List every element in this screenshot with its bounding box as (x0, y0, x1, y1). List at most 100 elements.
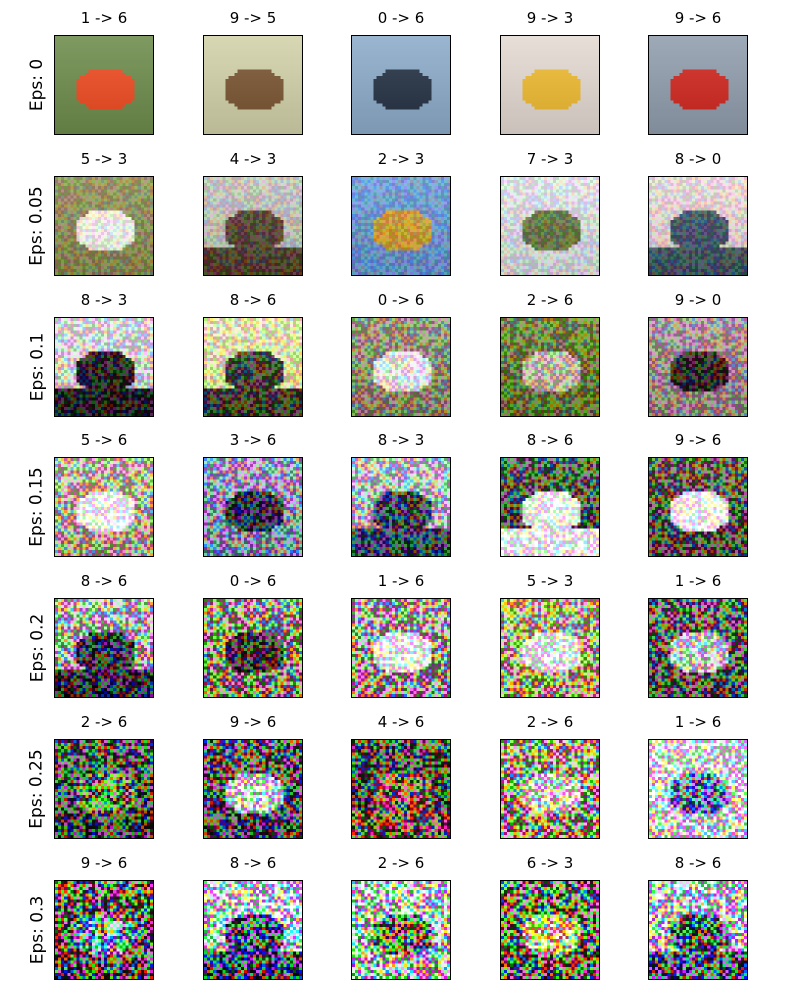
row-label-text: Eps: 0.3 (27, 895, 47, 965)
perturbed-image (500, 35, 600, 135)
image-cell: 0 -> 6 (203, 572, 303, 698)
image-cell: 2 -> 6 (500, 713, 600, 839)
prediction-title: 2 -> 6 (526, 291, 574, 309)
image-pixels (55, 740, 153, 838)
image-pixels (204, 177, 302, 275)
image-cell: 8 -> 6 (203, 291, 303, 417)
perturbed-image (500, 457, 600, 557)
image-cell: 8 -> 6 (54, 572, 154, 698)
prediction-title: 2 -> 6 (80, 713, 128, 731)
image-cell: 1 -> 6 (351, 572, 451, 698)
perturbed-image (203, 457, 303, 557)
row-label: Eps: 0 (17, 35, 57, 135)
perturbed-image (351, 880, 451, 980)
prediction-title: 8 -> 3 (377, 431, 425, 449)
prediction-title: 7 -> 3 (526, 150, 574, 168)
prediction-title: 8 -> 3 (80, 291, 128, 309)
image-cell: 8 -> 3 (351, 431, 451, 557)
prediction-title: 9 -> 0 (674, 291, 722, 309)
prediction-title: 5 -> 3 (80, 150, 128, 168)
row-label-text: Eps: 0.1 (27, 332, 47, 402)
image-pixels (501, 36, 599, 134)
image-cell: 8 -> 6 (500, 431, 600, 557)
image-pixels (55, 458, 153, 556)
prediction-title: 9 -> 3 (526, 9, 574, 27)
image-cell: 9 -> 5 (203, 9, 303, 135)
row-label-text: Eps: 0 (27, 58, 47, 112)
prediction-title: 9 -> 6 (674, 9, 722, 27)
image-cell: 5 -> 6 (54, 431, 154, 557)
image-cell: 1 -> 6 (648, 572, 748, 698)
perturbed-image (54, 176, 154, 276)
image-cell: 9 -> 6 (203, 713, 303, 839)
prediction-title: 1 -> 6 (674, 572, 722, 590)
image-cell: 9 -> 6 (648, 431, 748, 557)
prediction-title: 2 -> 3 (377, 150, 425, 168)
image-cell: 0 -> 6 (351, 291, 451, 417)
perturbed-image (351, 317, 451, 417)
image-cell: 8 -> 0 (648, 150, 748, 276)
image-cell: 0 -> 6 (351, 9, 451, 135)
image-cell: 5 -> 3 (500, 572, 600, 698)
image-pixels (204, 318, 302, 416)
image-pixels (501, 599, 599, 697)
image-pixels (501, 318, 599, 416)
prediction-title: 1 -> 6 (80, 9, 128, 27)
perturbed-image (203, 176, 303, 276)
image-cell: 4 -> 6 (351, 713, 451, 839)
perturbed-image (500, 739, 600, 839)
image-pixels (55, 36, 153, 134)
perturbed-image (203, 317, 303, 417)
prediction-title: 0 -> 6 (377, 291, 425, 309)
image-cell: 1 -> 6 (648, 713, 748, 839)
image-cell: 2 -> 3 (351, 150, 451, 276)
perturbed-image (648, 598, 748, 698)
image-pixels (204, 599, 302, 697)
perturbed-image (648, 457, 748, 557)
image-cell: 9 -> 6 (648, 9, 748, 135)
image-cell: 9 -> 6 (54, 854, 154, 980)
prediction-title: 2 -> 6 (377, 854, 425, 872)
image-pixels (352, 740, 450, 838)
prediction-title: 3 -> 6 (229, 431, 277, 449)
row-label-text: Eps: 0.15 (27, 467, 47, 547)
perturbed-image (203, 739, 303, 839)
image-pixels (204, 881, 302, 979)
image-cell: 2 -> 6 (54, 713, 154, 839)
row-label: Eps: 0.25 (17, 739, 57, 839)
perturbed-image (54, 35, 154, 135)
prediction-title: 8 -> 6 (229, 854, 277, 872)
prediction-title: 5 -> 3 (526, 572, 574, 590)
image-pixels (55, 599, 153, 697)
perturbed-image (54, 880, 154, 980)
image-pixels (649, 740, 747, 838)
perturbed-image (648, 35, 748, 135)
prediction-title: 4 -> 3 (229, 150, 277, 168)
perturbed-image (648, 880, 748, 980)
image-pixels (649, 458, 747, 556)
image-pixels (352, 36, 450, 134)
row-label: Eps: 0.2 (17, 598, 57, 698)
row-label-text: Eps: 0.25 (27, 749, 47, 829)
image-pixels (649, 36, 747, 134)
image-cell: 3 -> 6 (203, 431, 303, 557)
image-pixels (204, 36, 302, 134)
prediction-title: 9 -> 6 (80, 854, 128, 872)
prediction-title: 4 -> 6 (377, 713, 425, 731)
image-pixels (204, 740, 302, 838)
perturbed-image (351, 739, 451, 839)
image-pixels (501, 458, 599, 556)
row-label: Eps: 0.3 (17, 880, 57, 980)
prediction-title: 5 -> 6 (80, 431, 128, 449)
image-pixels (352, 177, 450, 275)
perturbed-image (500, 176, 600, 276)
prediction-title: 0 -> 6 (377, 9, 425, 27)
image-cell: 5 -> 3 (54, 150, 154, 276)
image-cell: 4 -> 3 (203, 150, 303, 276)
image-pixels (501, 740, 599, 838)
perturbed-image (500, 598, 600, 698)
image-cell: 9 -> 0 (648, 291, 748, 417)
prediction-title: 2 -> 6 (526, 713, 574, 731)
perturbed-image (351, 598, 451, 698)
